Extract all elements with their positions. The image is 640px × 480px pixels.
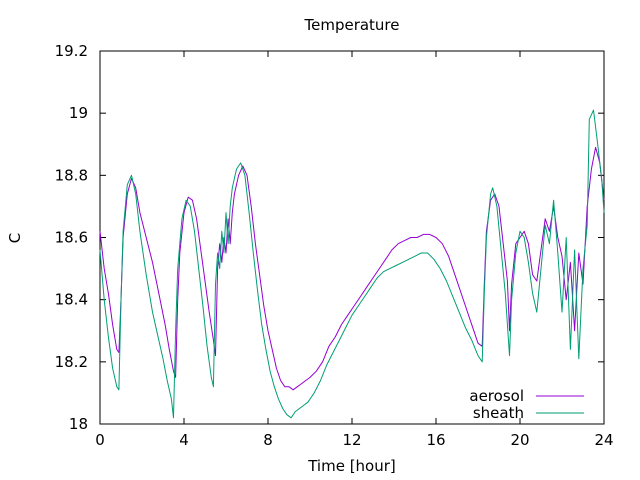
- x-tick-label: 12: [342, 431, 361, 449]
- y-tick-label: 19: [69, 104, 88, 122]
- y-tick-label: 18.6: [55, 229, 88, 247]
- x-tick-label: 16: [426, 431, 445, 449]
- axis-ticks: 0 4 8 12 16 20 24 18 18.2 18.4 18.6 18.8 19 19.2: [55, 42, 614, 449]
- legend-label-aerosol: aerosol: [469, 387, 524, 405]
- series-line-sheath: [99, 109, 605, 419]
- x-tick-label: 8: [263, 431, 273, 449]
- legend-label-sheath: sheath: [473, 404, 524, 422]
- x-tick-label: 0: [95, 431, 105, 449]
- x-tick-label: 24: [594, 431, 613, 449]
- y-tick-label: 19.2: [55, 42, 88, 60]
- x-axis-label: Time [hour]: [307, 457, 396, 475]
- series-line-aerosol: [99, 146, 605, 391]
- chart-title: Temperature: [303, 16, 399, 34]
- y-axis-label: C: [6, 233, 24, 243]
- x-tick-label: 4: [179, 431, 189, 449]
- y-tick-label: 18: [69, 415, 88, 433]
- series-lines: [99, 109, 605, 419]
- y-tick-label: 18.8: [55, 166, 88, 184]
- x-tick-label: 20: [510, 431, 529, 449]
- y-tick-label: 18.2: [55, 353, 88, 371]
- y-tick-label: 18.4: [55, 291, 88, 309]
